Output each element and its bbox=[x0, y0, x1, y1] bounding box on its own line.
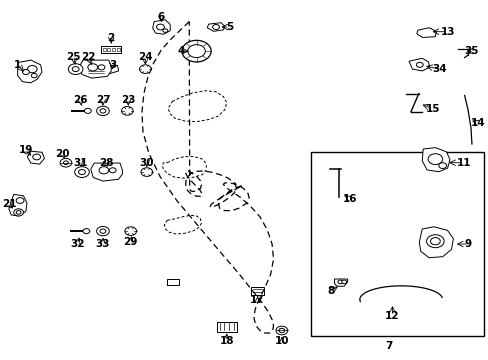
Circle shape bbox=[98, 65, 105, 70]
Polygon shape bbox=[80, 60, 111, 78]
Text: 4: 4 bbox=[177, 46, 184, 56]
Polygon shape bbox=[421, 148, 449, 172]
Polygon shape bbox=[334, 279, 347, 286]
Circle shape bbox=[16, 198, 24, 203]
Circle shape bbox=[139, 65, 151, 73]
Text: 13: 13 bbox=[439, 27, 454, 37]
Circle shape bbox=[415, 62, 422, 67]
Circle shape bbox=[99, 167, 108, 174]
Circle shape bbox=[341, 280, 346, 284]
Circle shape bbox=[141, 168, 152, 176]
Bar bbox=[310, 152, 483, 336]
Text: 23: 23 bbox=[121, 95, 135, 105]
Circle shape bbox=[438, 163, 446, 168]
Text: 6: 6 bbox=[158, 12, 165, 22]
Text: 32: 32 bbox=[70, 239, 84, 249]
Polygon shape bbox=[207, 23, 224, 31]
Text: 24: 24 bbox=[138, 52, 152, 62]
Circle shape bbox=[124, 227, 136, 235]
Circle shape bbox=[97, 106, 109, 116]
Text: 26: 26 bbox=[73, 95, 88, 105]
Circle shape bbox=[427, 154, 442, 165]
Circle shape bbox=[33, 154, 41, 160]
Bar bbox=[107, 48, 110, 51]
Polygon shape bbox=[104, 66, 118, 73]
Text: 28: 28 bbox=[99, 158, 113, 168]
Text: 20: 20 bbox=[55, 149, 70, 159]
Text: 8: 8 bbox=[326, 286, 333, 296]
Text: 31: 31 bbox=[73, 158, 88, 168]
Text: 21: 21 bbox=[1, 199, 16, 210]
Bar bbox=[250, 287, 264, 295]
Circle shape bbox=[84, 108, 91, 113]
Text: 35: 35 bbox=[464, 46, 478, 56]
Polygon shape bbox=[9, 194, 27, 216]
Text: 9: 9 bbox=[464, 239, 471, 249]
Text: 7: 7 bbox=[385, 341, 392, 351]
Circle shape bbox=[100, 109, 106, 113]
Circle shape bbox=[163, 29, 167, 32]
Circle shape bbox=[72, 67, 79, 72]
Circle shape bbox=[16, 211, 21, 214]
Text: 2: 2 bbox=[107, 33, 115, 43]
Circle shape bbox=[75, 167, 89, 177]
Circle shape bbox=[22, 69, 29, 75]
Text: 34: 34 bbox=[431, 64, 446, 74]
Polygon shape bbox=[18, 60, 42, 83]
Circle shape bbox=[100, 229, 106, 233]
Circle shape bbox=[121, 107, 133, 115]
Circle shape bbox=[278, 328, 284, 333]
Circle shape bbox=[83, 229, 90, 234]
Circle shape bbox=[156, 24, 164, 30]
Bar bbox=[217, 322, 236, 332]
Circle shape bbox=[97, 226, 109, 236]
Text: 1: 1 bbox=[14, 60, 21, 70]
Bar bbox=[116, 48, 119, 51]
Polygon shape bbox=[152, 20, 170, 34]
Circle shape bbox=[429, 238, 439, 245]
Text: 11: 11 bbox=[455, 158, 470, 168]
Circle shape bbox=[337, 280, 342, 284]
Polygon shape bbox=[418, 227, 452, 258]
Circle shape bbox=[88, 64, 98, 71]
Polygon shape bbox=[416, 28, 435, 37]
Text: 15: 15 bbox=[425, 104, 439, 114]
Text: 12: 12 bbox=[385, 311, 399, 321]
Circle shape bbox=[63, 161, 68, 165]
Circle shape bbox=[60, 158, 72, 167]
Bar bbox=[102, 46, 121, 53]
Circle shape bbox=[14, 209, 23, 216]
Text: 17: 17 bbox=[250, 294, 264, 305]
Polygon shape bbox=[27, 151, 44, 164]
Circle shape bbox=[275, 326, 287, 335]
Text: 30: 30 bbox=[139, 158, 154, 168]
Polygon shape bbox=[408, 58, 428, 71]
Text: 16: 16 bbox=[342, 194, 357, 204]
Text: 14: 14 bbox=[470, 118, 485, 128]
Text: 5: 5 bbox=[225, 22, 233, 32]
Circle shape bbox=[31, 73, 37, 78]
Text: 3: 3 bbox=[109, 60, 116, 70]
Text: 29: 29 bbox=[123, 237, 138, 247]
Bar bbox=[112, 48, 115, 51]
Bar bbox=[103, 48, 106, 51]
Circle shape bbox=[187, 45, 205, 58]
Text: 27: 27 bbox=[96, 95, 110, 105]
Text: 33: 33 bbox=[96, 239, 110, 249]
Circle shape bbox=[27, 66, 37, 73]
Text: 10: 10 bbox=[274, 336, 288, 346]
Circle shape bbox=[68, 64, 83, 75]
Circle shape bbox=[426, 235, 443, 248]
Circle shape bbox=[109, 168, 116, 173]
Text: 22: 22 bbox=[81, 52, 95, 62]
Text: 19: 19 bbox=[19, 145, 33, 156]
Polygon shape bbox=[91, 163, 122, 181]
Circle shape bbox=[182, 40, 211, 62]
Circle shape bbox=[79, 170, 85, 175]
Circle shape bbox=[212, 24, 219, 30]
Text: 18: 18 bbox=[219, 336, 234, 346]
Text: 25: 25 bbox=[66, 52, 81, 62]
